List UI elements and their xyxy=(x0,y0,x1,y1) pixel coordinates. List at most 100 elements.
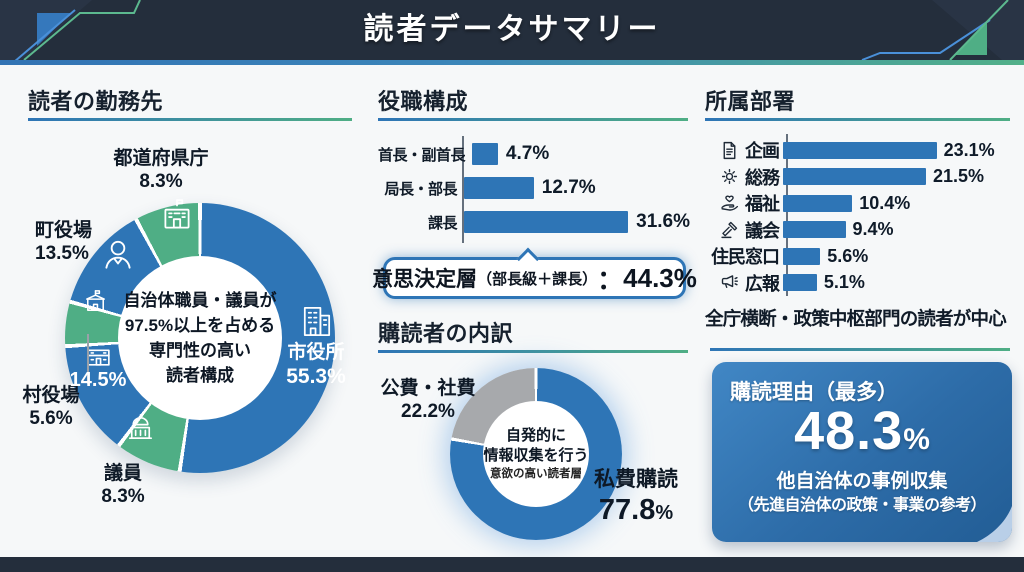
village-office-icon xyxy=(86,290,105,311)
header-bar: 読者データサマリー xyxy=(0,0,1024,60)
bar-row: 首長・副首長 4.7% xyxy=(378,137,690,171)
reason-value-unit: % xyxy=(903,423,930,456)
donut-center-text: 自治体職員・議員が xyxy=(123,290,277,310)
bar-category: 議会 xyxy=(745,220,780,241)
reason-title: 購読理由（最多） xyxy=(730,381,898,404)
label-unnamed-segment: 14.5% xyxy=(69,369,127,391)
gavel-icon xyxy=(721,222,738,239)
bar-category-cell: 企画 xyxy=(705,137,783,163)
label-village-office: 村役場 5.6% xyxy=(22,384,79,430)
footer-bar xyxy=(0,557,1024,572)
bar-value: 9.4% xyxy=(852,219,894,240)
donut-center-text: 情報収集を行う xyxy=(483,446,589,464)
departments-title-underline xyxy=(705,118,1010,121)
bar-category-cell: 住民窓口 xyxy=(705,243,783,269)
callout-sub-text: （部長級＋課長） xyxy=(477,270,598,288)
bar-category: 総務 xyxy=(745,167,780,188)
subscribers-donut-center: 自発的に 情報収集を行う 意欲の高い読者層 xyxy=(483,401,589,507)
segment-value: 77.8% xyxy=(594,493,678,528)
callout-value: 44.3% xyxy=(623,262,697,293)
workplace-title-underline xyxy=(28,118,352,121)
bar-row: 総務 21.5% xyxy=(705,164,1017,191)
page-title: 読者データサマリー xyxy=(363,13,661,46)
segment-value: 55.3% xyxy=(286,365,346,389)
segment-label: 公費・社費 xyxy=(380,378,476,399)
subscription-reason-box: 購読理由（最多） 48.3% 他自治体の事例収集 （先進自治体の政策・事業の参考… xyxy=(712,362,1012,542)
bar xyxy=(783,247,821,265)
reason-value: 48.3% xyxy=(712,404,1012,458)
bar xyxy=(783,168,926,186)
bar-category-cell: 広報 xyxy=(705,270,783,296)
header-right-decoration-icon xyxy=(861,0,1024,60)
label-town-office: 町役場 13.5% xyxy=(35,219,92,265)
donut-center-text: 意欲の高い読者層 xyxy=(490,468,582,481)
segment-label: 村役場 xyxy=(22,385,80,406)
donut-center-text: 専門性の高い xyxy=(149,341,251,360)
bar-category: 局長・部長 xyxy=(384,180,457,198)
heart-hand-icon xyxy=(721,195,739,211)
bar-value: 23.1% xyxy=(943,139,995,160)
bar-row: 福祉 10.4% xyxy=(705,190,1017,217)
bar-value: 31.6% xyxy=(636,211,690,232)
bar-row: 課長 31.6% xyxy=(378,205,690,239)
megaphone-icon xyxy=(721,275,738,289)
positions-bar-chart: 首長・副首長 4.7% 局長・部長 12.7% 課長 31.6% xyxy=(378,137,690,239)
segment-label: 都道府県庁 xyxy=(113,148,209,169)
segment-value: 8.3% xyxy=(139,171,183,193)
bar-category: 首長・副首長 xyxy=(378,146,466,164)
bar-value: 12.7% xyxy=(541,177,596,198)
bar-row: 広報 5.1% xyxy=(705,270,1017,297)
document-icon xyxy=(723,141,736,159)
callout-main-text: 意思決定層 xyxy=(372,268,478,291)
bar-row: 住民窓口 5.6% xyxy=(705,243,1017,270)
bar xyxy=(464,211,629,233)
gear-icon xyxy=(721,169,738,185)
segment-value: 8.3% xyxy=(101,486,145,508)
reason-line1: 他自治体の事例収集 xyxy=(776,471,948,492)
label-prefecture: 都道府県庁 8.3% xyxy=(113,147,208,193)
positions-section-title: 役職構成 xyxy=(378,89,469,114)
workplace-donut-center: 自治体職員・議員が 97.5%以上を占める 専門性の高い 読者構成 xyxy=(118,256,282,420)
donut-center-text: 97.5%以上を占める xyxy=(124,315,276,335)
bar-value: 4.7% xyxy=(505,143,550,164)
reason-value-number: 48.3 xyxy=(794,401,904,461)
assembly-dome-icon xyxy=(128,414,153,440)
header-accent-line xyxy=(0,60,1024,65)
bar-category: 広報 xyxy=(745,273,780,294)
leader-line xyxy=(87,334,89,384)
bar xyxy=(783,194,853,212)
departments-note: 全庁横断・政策中枢部門の読者が中心 xyxy=(705,308,1007,329)
callout-colon: ： xyxy=(597,264,624,295)
label-private-subscription: 私費購読 77.8% xyxy=(594,467,678,528)
segment-label: 議員 xyxy=(103,463,142,484)
label-public-expense: 公費・社費 22.2% xyxy=(380,377,475,423)
bar xyxy=(783,221,846,239)
bar-category-cell: 総務 xyxy=(705,164,783,190)
bar-value: 21.5% xyxy=(933,166,985,187)
segment-label: 私費購読 xyxy=(594,468,678,491)
workplace-donut-chart: 自治体職員・議員が 97.5%以上を占める 専門性の高い 読者構成 xyxy=(65,203,335,473)
departments-bar-chart: 企画 23.1% 総務 21.5% 福 xyxy=(705,137,1017,296)
positions-axis xyxy=(462,136,464,243)
departments-section-title: 所属部署 xyxy=(705,89,796,114)
bar xyxy=(472,143,498,165)
subscribers-donut-chart: 自発的に 情報収集を行う 意欲の高い読者層 xyxy=(450,368,622,540)
subscribers-section-title: 購読者の内訳 xyxy=(378,321,514,346)
label-city-hall: 市役所 55.3% xyxy=(286,341,346,390)
segment-value-number: 77.8 xyxy=(598,493,656,526)
bar-category: 福祉 xyxy=(745,194,780,215)
bar xyxy=(783,141,937,159)
segment-value: 22.2% xyxy=(401,401,455,423)
bar xyxy=(783,274,817,292)
segment-label: 町役場 xyxy=(35,220,93,241)
bar-category-cell: 議会 xyxy=(705,217,783,243)
bar xyxy=(464,177,534,199)
bar-category: 企画 xyxy=(745,141,780,162)
bar-row: 局長・部長 12.7% xyxy=(378,171,690,205)
subscribers-title-underline xyxy=(378,350,688,353)
reason-line2: （先進自治体の政策・事業の参考） xyxy=(737,497,987,514)
donut-center-text: 自発的に xyxy=(505,426,566,444)
positions-title-underline xyxy=(378,118,688,121)
departments-axis xyxy=(786,134,788,296)
